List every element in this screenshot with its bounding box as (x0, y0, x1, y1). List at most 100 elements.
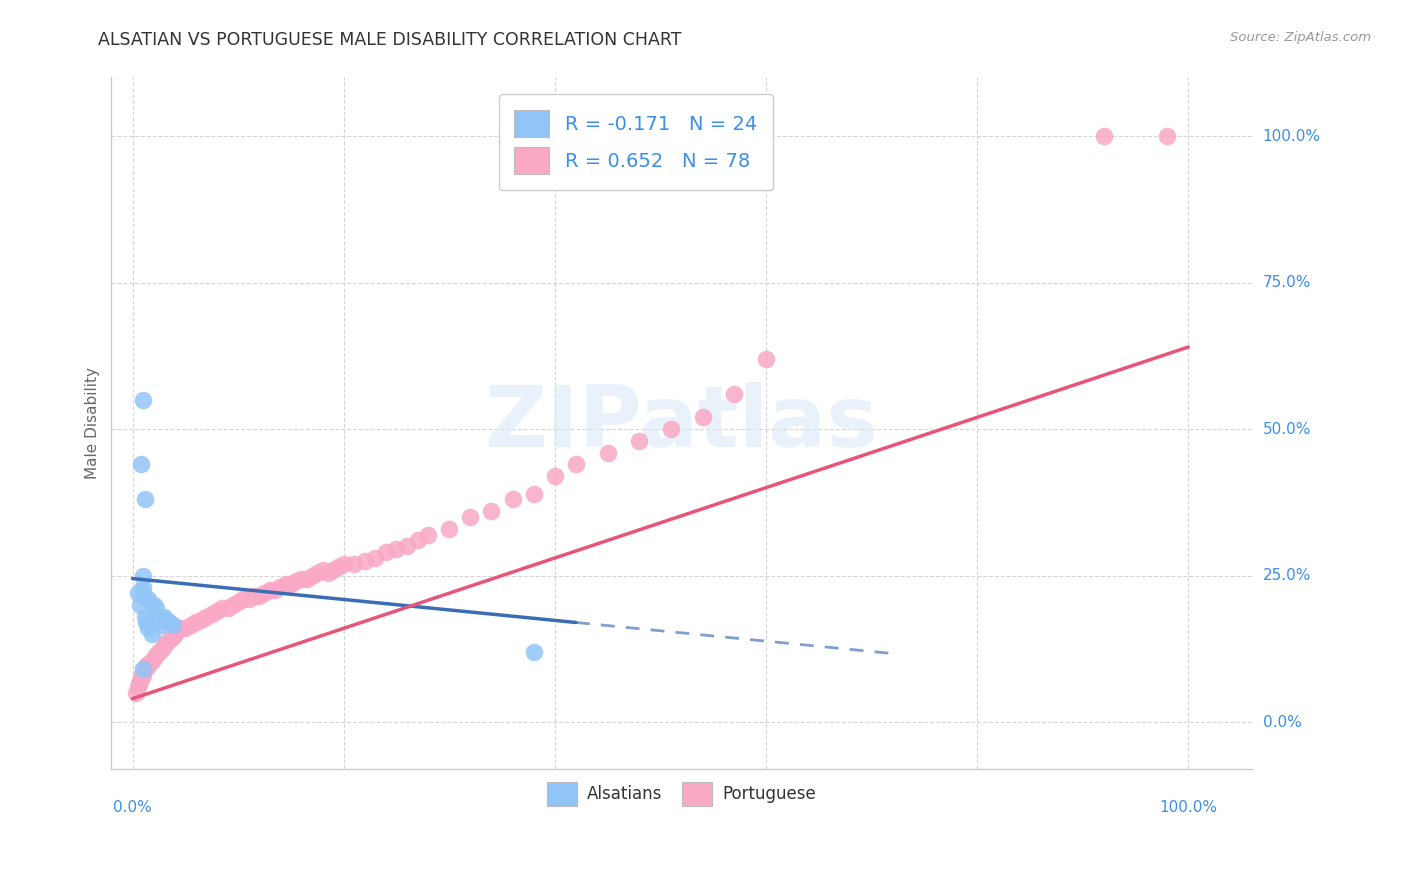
Point (127, 586, 149, 600)
Point (141, 627, 163, 641)
Point (134, 609, 156, 624)
Point (159, 615, 181, 630)
Point (247, 589, 270, 603)
Point (332, 557, 354, 571)
Point (243, 589, 266, 603)
Point (502, 492, 524, 507)
Point (205, 604, 228, 618)
Point (322, 563, 344, 577)
Point (659, 422, 682, 436)
Point (418, 527, 440, 541)
Point (174, 621, 197, 635)
Point (132, 665, 155, 680)
Text: 0.0%: 0.0% (112, 799, 152, 814)
Point (184, 615, 207, 630)
Point (544, 469, 567, 483)
Point (328, 559, 350, 574)
Point (692, 410, 714, 425)
Point (439, 522, 461, 536)
Point (135, 615, 157, 630)
Y-axis label: Male Disability: Male Disability (86, 368, 100, 479)
Point (755, 351, 778, 366)
Point (155, 613, 177, 627)
Point (150, 618, 173, 632)
Point (395, 539, 418, 553)
Point (134, 492, 156, 507)
Text: 100.0%: 100.0% (1263, 128, 1320, 144)
Point (145, 600, 167, 615)
Point (125, 686, 148, 700)
Point (142, 650, 165, 665)
Point (723, 387, 745, 401)
Point (132, 589, 155, 603)
Point (132, 568, 155, 582)
Point (138, 621, 160, 635)
Point (138, 592, 160, 607)
Point (523, 645, 546, 659)
Text: Source: ZipAtlas.com: Source: ZipAtlas.com (1230, 31, 1371, 45)
Point (195, 609, 218, 624)
Point (148, 613, 170, 627)
Point (169, 621, 191, 635)
Point (132, 662, 155, 676)
Point (269, 580, 291, 594)
Point (190, 613, 212, 627)
Point (129, 598, 152, 612)
Point (166, 624, 188, 639)
Point (141, 654, 163, 668)
Point (343, 557, 366, 571)
Point (142, 598, 165, 612)
Text: ALSATIAN VS PORTUGUESE MALE DISABILITY CORRELATION CHART: ALSATIAN VS PORTUGUESE MALE DISABILITY C… (98, 31, 682, 49)
Point (316, 566, 339, 580)
Legend: Alsatians, Portuguese: Alsatians, Portuguese (540, 776, 823, 813)
Point (129, 674, 152, 689)
Text: 75.0%: 75.0% (1263, 275, 1310, 290)
Text: 25.0%: 25.0% (1263, 568, 1310, 583)
Point (132, 668, 155, 682)
Point (565, 457, 588, 471)
Point (628, 434, 651, 448)
Text: 100.0%: 100.0% (1159, 799, 1218, 814)
Point (201, 607, 224, 621)
Text: 50.0%: 50.0% (1263, 422, 1310, 436)
Point (1156, 129, 1178, 144)
Point (301, 568, 323, 582)
Point (226, 595, 249, 609)
Point (259, 583, 281, 598)
Point (232, 592, 254, 607)
Point (264, 583, 287, 598)
Point (129, 457, 152, 471)
Point (132, 392, 155, 407)
Point (406, 533, 429, 548)
Point (311, 563, 333, 577)
Point (274, 577, 297, 591)
Point (153, 639, 176, 653)
Point (596, 445, 619, 459)
Point (134, 662, 156, 676)
Point (138, 657, 160, 671)
Point (222, 598, 245, 612)
Text: ZIPatlas: ZIPatlas (485, 382, 879, 465)
Point (307, 566, 329, 580)
Point (211, 600, 233, 615)
Point (217, 600, 239, 615)
Point (129, 671, 152, 685)
Point (374, 545, 396, 559)
Point (238, 592, 260, 607)
Point (523, 486, 546, 500)
Point (135, 659, 157, 673)
Point (253, 586, 276, 600)
Point (159, 633, 181, 648)
Point (163, 627, 186, 641)
Point (162, 630, 184, 644)
Point (148, 645, 170, 659)
Point (285, 574, 308, 589)
Point (385, 542, 408, 557)
Point (138, 659, 160, 673)
Point (162, 618, 184, 632)
Point (180, 618, 202, 632)
Point (280, 577, 302, 591)
Text: 0.0%: 0.0% (1263, 714, 1302, 730)
Point (460, 510, 482, 524)
Point (132, 586, 155, 600)
